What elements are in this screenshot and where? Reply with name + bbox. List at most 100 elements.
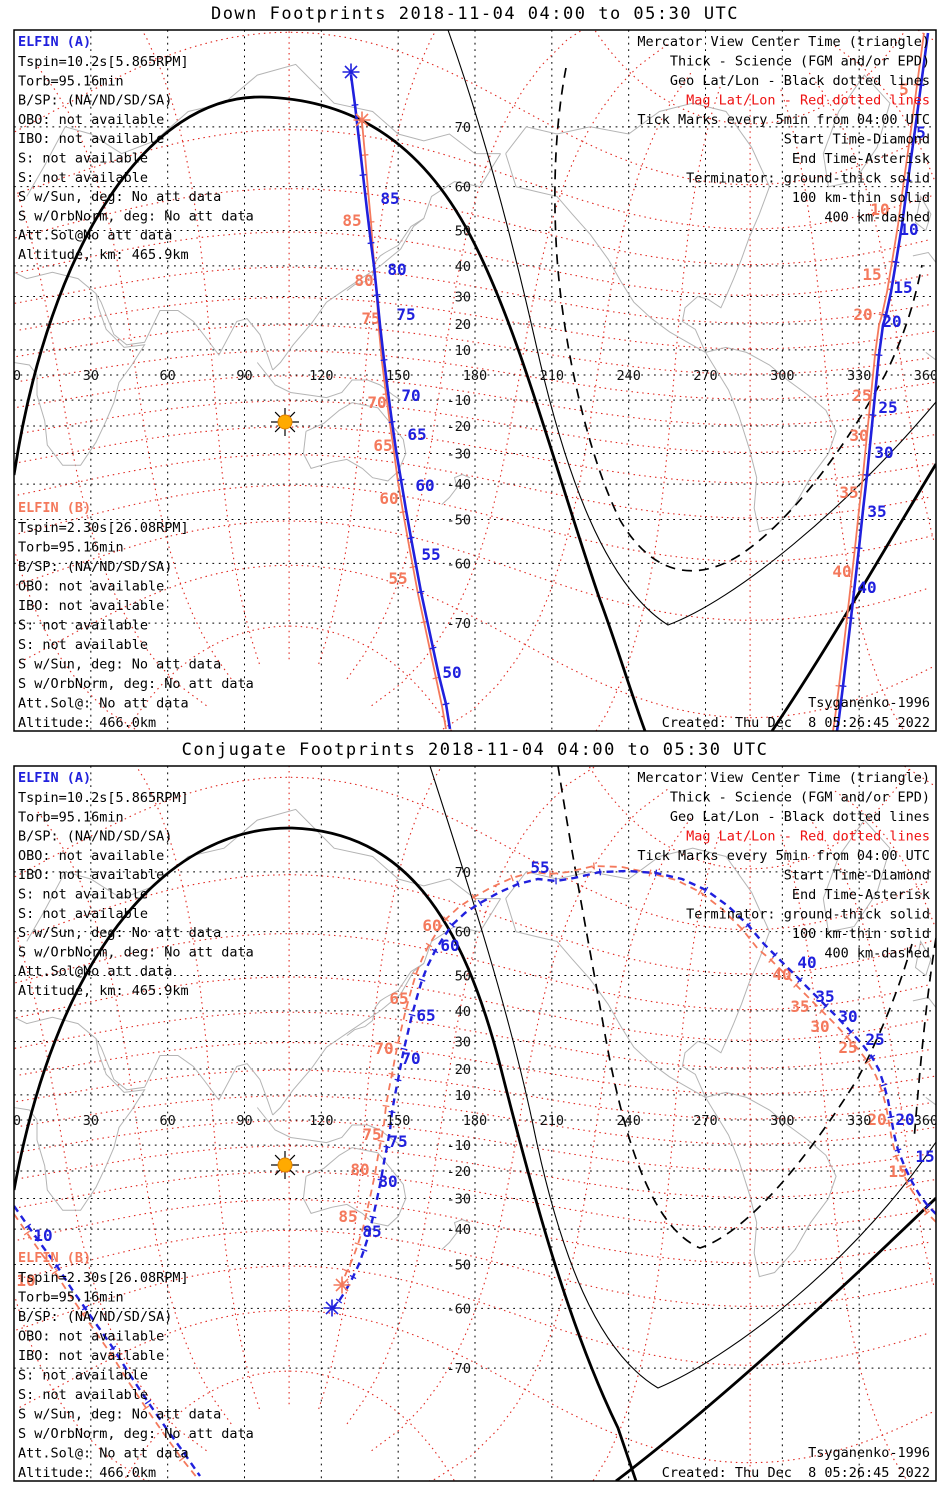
track-5min-tick [924, 1203, 932, 1209]
coastline [346, 962, 425, 1036]
track-mlat-label: 60 [415, 476, 434, 495]
mag-gridline [750, 587, 931, 621]
lon-axis-label: 330 [847, 368, 871, 384]
track-mlat-label: 15 [888, 1162, 907, 1181]
track-mlat-label: 65 [373, 436, 392, 455]
coastline [441, 473, 471, 505]
terminator-ground [14, 95, 647, 731]
track-5min-tick [598, 868, 602, 876]
elfin-a-info-line: S: not available [18, 170, 148, 186]
coastline [505, 847, 770, 932]
elfin-b-info-line: S: not available [18, 618, 148, 634]
track-5min-tick [904, 178, 912, 182]
track-mlat-label: 35 [790, 997, 809, 1016]
track-mlat-label: 60 [422, 916, 441, 935]
elfin-a-info-line: OBO: not available [18, 848, 164, 864]
track-5min-tick [425, 942, 433, 948]
track-5min-tick [354, 1242, 362, 1246]
track-5min-tick [875, 353, 883, 357]
coastline [26, 63, 501, 197]
sun-icon [271, 408, 299, 436]
mag-gridline [318, 30, 437, 665]
lat-axis-label: 30 [455, 289, 471, 305]
elfin-b-info-line: S: not available [18, 1387, 148, 1403]
lon-axis-label: 240 [616, 368, 640, 384]
track-mlat-label: 50 [442, 663, 461, 682]
lat-axis-label: -10 [447, 1138, 471, 1154]
mag-gridline [16, 1069, 751, 1120]
coastline [705, 346, 837, 533]
track-mlat-label: 20 [895, 1110, 914, 1129]
lat-axis-label: 40 [455, 1004, 471, 1020]
track-5min-tick [887, 1115, 895, 1119]
lon-axis-label: 30 [83, 368, 99, 384]
lon-axis-label: 180 [463, 368, 487, 384]
legend-line: End Time-Asterisk [792, 887, 930, 903]
mag-gridline [750, 1102, 932, 1120]
asterisk-icon [333, 1276, 351, 1294]
lon-axis-label: 180 [463, 1113, 487, 1129]
track-5min-tick [654, 869, 658, 877]
elfin-a-info-line: S: not available [18, 887, 148, 903]
track-5min-tick [412, 972, 420, 976]
lon-axis-label: 150 [386, 1113, 410, 1129]
track-mlat-label: 25 [838, 1038, 857, 1057]
terminator-ground [14, 826, 638, 1481]
track-5min-tick [855, 546, 863, 550]
track-mlat-label: 75 [362, 1125, 381, 1144]
lat-axis-label: -50 [447, 513, 471, 529]
mag-gridline [750, 535, 933, 562]
track-5min-tick [772, 952, 778, 958]
mag-gridline [832, 43, 935, 180]
track-mlat-label: 80 [350, 1160, 369, 1179]
asterisk-icon [353, 111, 371, 129]
mag-gridline [750, 357, 932, 375]
track-5min-tick [383, 1145, 391, 1149]
terminator-400km [913, 937, 936, 1141]
track-5min-tick [371, 1172, 379, 1176]
track-mlat-label: 10 [16, 1271, 35, 1290]
track-mlat-label: 65 [416, 1006, 435, 1025]
conjugate-panel-title: Conjugate Footprints 2018-11-04 04:00 to… [181, 740, 769, 760]
elfin-b-info-line: B/SP: (NA/ND/SD/SA) [18, 1309, 172, 1325]
elfin-b-info-line: Att.Sol@: No att data [18, 1446, 189, 1462]
lon-axis-label: 60 [160, 368, 176, 384]
lon-axis-label: 210 [540, 368, 564, 384]
track-5min-tick [367, 241, 375, 245]
track-5min-tick [360, 1248, 368, 1252]
legend-line: Mercator View Center Time (triangle) [637, 770, 930, 786]
track-5min-tick [442, 702, 450, 706]
track-elfin-a-conjugate-west [14, 1205, 201, 1477]
lon-axis-label: 300 [770, 1113, 794, 1129]
track-5min-tick [869, 414, 877, 416]
lat-axis-label: -70 [447, 616, 471, 632]
mag-gridline [750, 381, 936, 400]
track-mlat-label: 5 [899, 80, 909, 99]
track-mlat-label: 55 [530, 858, 549, 877]
coastline [14, 271, 274, 371]
elfin-a-info-line: Altitude, km: 465.9km [18, 247, 189, 263]
track-5min-tick [343, 1269, 351, 1273]
track-mlat-label: 55 [421, 545, 440, 564]
legend-line: Start Time-Diamond [784, 132, 930, 148]
track-5min-tick [418, 978, 426, 982]
track-5min-tick [819, 1008, 825, 1014]
mag-gridline [750, 433, 936, 453]
track-mlat-label: 35 [815, 987, 834, 1006]
coastline [302, 1147, 407, 1227]
mag-gridline [750, 1208, 934, 1229]
track-mlat-label: 25 [865, 1030, 884, 1049]
lon-axis-label: 120 [309, 1113, 333, 1129]
elfin-b-info-line: B/SP: (NA/ND/SD/SA) [18, 559, 172, 575]
mag-gridline [17, 1120, 751, 1171]
lat-axis-label: 60 [455, 925, 471, 941]
track-5min-tick [894, 1148, 902, 1152]
elfin-a-info-line: B/SP: (NA/ND/SD/SA) [18, 93, 172, 109]
lat-axis-label: 50 [455, 968, 471, 984]
elfin-a-info-line: S: not available [18, 906, 148, 922]
mag-gridline [17, 874, 751, 975]
mag-gridline [750, 407, 932, 426]
coastline [681, 931, 770, 1098]
coastline [505, 898, 706, 1098]
track-5min-tick [388, 1072, 396, 1076]
